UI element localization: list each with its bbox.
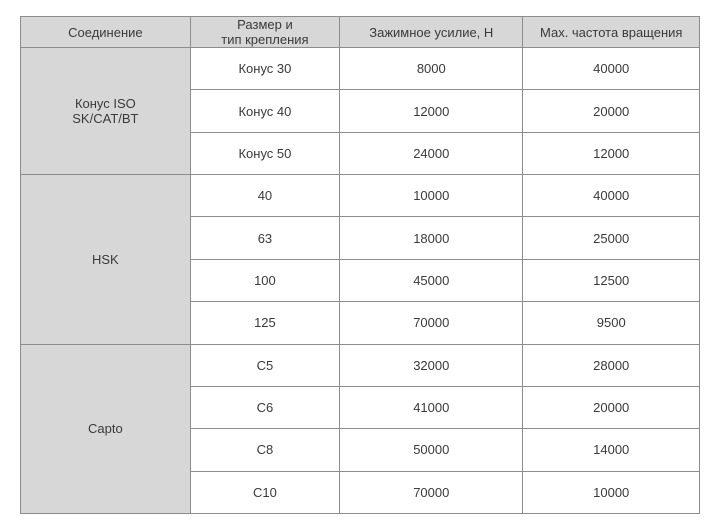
group-label: HSK [21, 175, 191, 344]
cell-size: C8 [190, 429, 339, 471]
cell-size: 125 [190, 302, 339, 344]
cell-force: 10000 [340, 175, 523, 217]
cell-rpm: 12500 [523, 259, 700, 301]
table-row: Capto C5 32000 28000 [21, 344, 700, 386]
cell-rpm: 40000 [523, 48, 700, 90]
cell-force: 41000 [340, 386, 523, 428]
col-force: Зажимное усилие, Н [340, 17, 523, 48]
group-label: Конус ISOSK/CAT/BT [21, 48, 191, 175]
group-label: Capto [21, 344, 191, 513]
cell-force: 8000 [340, 48, 523, 90]
cell-size: 100 [190, 259, 339, 301]
cell-rpm: 14000 [523, 429, 700, 471]
col-size: Размер итип крепления [190, 17, 339, 48]
cell-force: 32000 [340, 344, 523, 386]
cell-force: 50000 [340, 429, 523, 471]
cell-size: 40 [190, 175, 339, 217]
table-header-row: Соединение Размер итип крепления Зажимно… [21, 17, 700, 48]
cell-size: Конус 30 [190, 48, 339, 90]
cell-force: 45000 [340, 259, 523, 301]
spec-table: Соединение Размер итип крепления Зажимно… [20, 16, 700, 514]
cell-size: C5 [190, 344, 339, 386]
cell-rpm: 9500 [523, 302, 700, 344]
table-row: HSK 40 10000 40000 [21, 175, 700, 217]
cell-rpm: 40000 [523, 175, 700, 217]
cell-rpm: 10000 [523, 471, 700, 513]
cell-rpm: 20000 [523, 90, 700, 132]
cell-force: 24000 [340, 132, 523, 174]
cell-size: C10 [190, 471, 339, 513]
cell-force: 18000 [340, 217, 523, 259]
col-connection: Соединение [21, 17, 191, 48]
cell-rpm: 25000 [523, 217, 700, 259]
table-row: Конус ISOSK/CAT/BT Конус 30 8000 40000 [21, 48, 700, 90]
col-rpm: Мах. частота вращения [523, 17, 700, 48]
cell-size: Конус 40 [190, 90, 339, 132]
cell-force: 70000 [340, 302, 523, 344]
cell-size: Конус 50 [190, 132, 339, 174]
cell-size: 63 [190, 217, 339, 259]
cell-rpm: 20000 [523, 386, 700, 428]
cell-size: C6 [190, 386, 339, 428]
cell-force: 70000 [340, 471, 523, 513]
cell-rpm: 12000 [523, 132, 700, 174]
cell-rpm: 28000 [523, 344, 700, 386]
cell-force: 12000 [340, 90, 523, 132]
